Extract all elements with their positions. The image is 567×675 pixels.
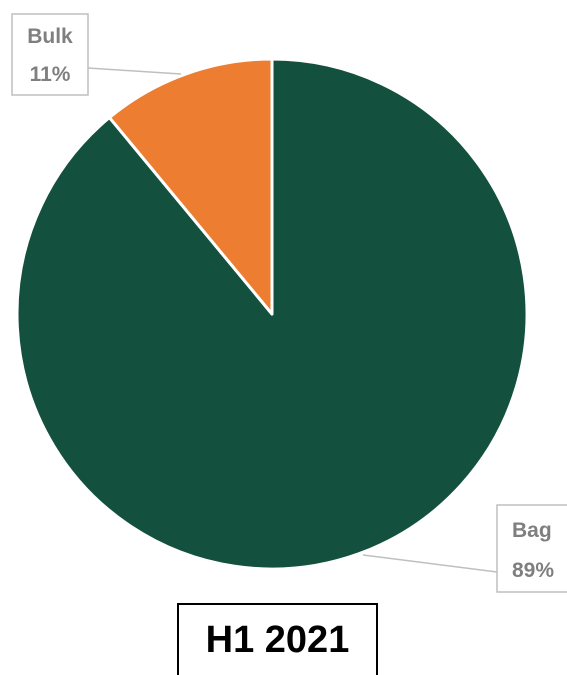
bag-value-label: 89%	[512, 559, 554, 582]
bag-label: Bag	[512, 519, 552, 542]
bulk-value-label: 11%	[30, 63, 71, 86]
bag-callout: Bag 89%	[496, 504, 567, 593]
pie-slice-bulk	[107, 57, 274, 316]
bag-leader-line	[362, 554, 498, 573]
bulk-leader-line	[87, 67, 182, 75]
bag-callout-box	[496, 504, 567, 593]
bulk-callout-box	[11, 13, 89, 96]
bulk-label: Bulk	[27, 25, 73, 48]
bulk-callout: Bulk 11%	[11, 13, 89, 96]
pie-chart: Bulk 11% Bag 89%	[11, 13, 567, 593]
chart-title: H1 2021	[177, 603, 378, 675]
